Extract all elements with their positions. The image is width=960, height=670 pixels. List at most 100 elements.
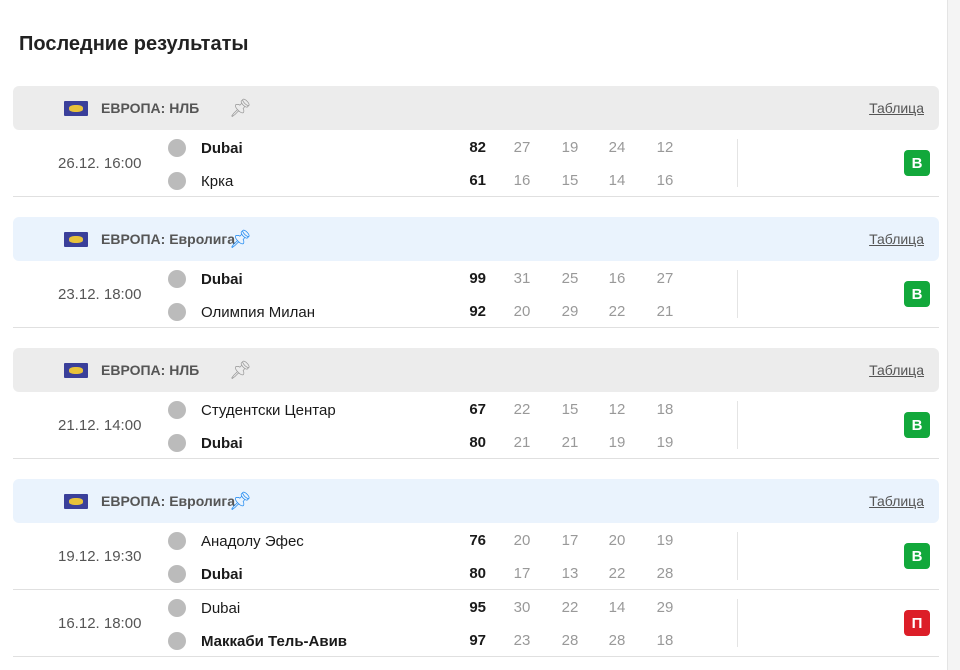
- divider: [737, 270, 738, 318]
- period-score: 19: [656, 532, 674, 549]
- pin-icon[interactable]: 📌︎: [229, 490, 252, 511]
- pin-icon[interactable]: 📌︎: [229, 228, 252, 249]
- pin-icon[interactable]: 📌︎: [229, 359, 252, 380]
- team-name: Dubai: [201, 270, 243, 288]
- result-badge: В: [904, 543, 930, 569]
- pin-icon[interactable]: 📌︎: [229, 97, 252, 118]
- result-badge: В: [904, 281, 930, 307]
- team-home: Студентски Центар: [168, 399, 336, 421]
- team-name: Dubai: [201, 599, 241, 617]
- league-header: ЕВРОПА: Евролига 📌︎ Таблица: [13, 479, 939, 523]
- team-score: 80: [469, 434, 486, 451]
- team-home: Dubai: [168, 597, 240, 619]
- standings-link[interactable]: Таблица: [869, 100, 924, 116]
- period-score: 15: [561, 401, 579, 418]
- period-score: 28: [561, 632, 579, 649]
- period-score: 25: [561, 270, 579, 287]
- team-logo-icon: [168, 632, 186, 650]
- league-name[interactable]: ЕВРОПА: Евролига: [101, 493, 236, 509]
- period-score: 20: [513, 303, 531, 320]
- period-score: 22: [608, 303, 626, 320]
- team-score: 76: [469, 532, 486, 549]
- period-score: 20: [513, 532, 531, 549]
- period-score: 19: [656, 434, 674, 451]
- league-header: ЕВРОПА: НЛБ 📌︎ Таблица: [13, 86, 939, 130]
- period-score: 24: [608, 139, 626, 156]
- page-title: Последние результаты: [19, 33, 249, 55]
- team-score: 80: [469, 565, 486, 582]
- standings-link[interactable]: Таблица: [869, 231, 924, 247]
- team-logo-icon: [168, 172, 186, 190]
- match-row[interactable]: 19.12. 19:30 Анадолу Эфес 76 20 17 20 19 Dubai…: [13, 523, 939, 590]
- team-home: Dubai: [168, 268, 243, 290]
- divider: [737, 401, 738, 449]
- team-score: 82: [469, 139, 486, 156]
- period-score: 22: [608, 565, 626, 582]
- team-score: 92: [469, 303, 486, 320]
- period-score: 22: [561, 599, 579, 616]
- team-logo-icon: [168, 270, 186, 288]
- match-date: 21.12. 14:00: [58, 417, 142, 434]
- period-score: 30: [513, 599, 531, 616]
- result-badge: В: [904, 412, 930, 438]
- divider: [737, 599, 738, 647]
- team-name: Dubai: [201, 434, 243, 452]
- scrollbar[interactable]: [947, 0, 960, 670]
- team-away: Маккаби Тель-Авив: [168, 630, 347, 652]
- match-date: 26.12. 16:00: [58, 155, 142, 172]
- team-name: Студентски Центар: [201, 401, 336, 419]
- period-score: 31: [513, 270, 531, 287]
- standings-link[interactable]: Таблица: [869, 362, 924, 378]
- league-name[interactable]: ЕВРОПА: Евролига: [101, 231, 236, 247]
- team-away: Dubai: [168, 432, 243, 454]
- divider: [737, 532, 738, 580]
- period-score: 18: [656, 401, 674, 418]
- team-logo-icon: [168, 599, 186, 617]
- period-score: 27: [513, 139, 531, 156]
- period-score: 22: [513, 401, 531, 418]
- team-name: Маккаби Тель-Авив: [201, 632, 348, 650]
- match-row[interactable]: 16.12. 18:00 Dubai 95 30 22 14 29 Маккаби Тель…: [13, 590, 939, 657]
- period-score: 14: [608, 599, 626, 616]
- standings-link[interactable]: Таблица: [869, 493, 924, 509]
- period-score: 28: [656, 565, 674, 582]
- team-name: Крка: [201, 172, 234, 190]
- team-logo-icon: [168, 303, 186, 321]
- period-score: 16: [608, 270, 626, 287]
- period-score: 29: [656, 599, 674, 616]
- match-date: 23.12. 18:00: [58, 286, 142, 303]
- team-score: 99: [469, 270, 486, 287]
- period-score: 29: [561, 303, 579, 320]
- team-away: Олимпия Милан: [168, 301, 315, 323]
- period-score: 28: [608, 632, 626, 649]
- league-name[interactable]: ЕВРОПА: НЛБ: [101, 362, 200, 378]
- period-score: 13: [561, 565, 579, 582]
- period-score: 27: [656, 270, 674, 287]
- team-name: Dubai: [201, 139, 243, 157]
- team-away: Крка: [168, 170, 233, 192]
- team-score: 61: [469, 172, 486, 189]
- team-home: Анадолу Эфес: [168, 530, 304, 552]
- period-score: 17: [561, 532, 579, 549]
- result-badge: В: [904, 150, 930, 176]
- period-score: 23: [513, 632, 531, 649]
- team-logo-icon: [168, 532, 186, 550]
- period-score: 20: [608, 532, 626, 549]
- match-row[interactable]: 23.12. 18:00 Dubai 99 31 25 16 27 Олимпия Мила…: [13, 261, 939, 328]
- period-score: 16: [513, 172, 531, 189]
- europe-flag-icon: [64, 493, 88, 509]
- europe-flag-icon: [64, 231, 88, 247]
- result-badge: П: [904, 610, 930, 636]
- team-name: Олимпия Милан: [201, 303, 315, 321]
- period-score: 17: [513, 565, 531, 582]
- league-name[interactable]: ЕВРОПА: НЛБ: [101, 100, 200, 116]
- team-home: Dubai: [168, 137, 243, 159]
- team-away: Dubai: [168, 563, 243, 585]
- period-score: 18: [656, 632, 674, 649]
- team-name: Dubai: [201, 565, 243, 583]
- period-score: 16: [656, 172, 674, 189]
- team-name: Анадолу Эфес: [201, 532, 304, 550]
- match-row[interactable]: 26.12. 16:00 Dubai 82 27 19 24 12 Крка 61 16 15 1…: [13, 130, 939, 197]
- period-score: 19: [561, 139, 579, 156]
- match-row[interactable]: 21.12. 14:00 Студентски Центар 67 22 15 12 18…: [13, 392, 939, 459]
